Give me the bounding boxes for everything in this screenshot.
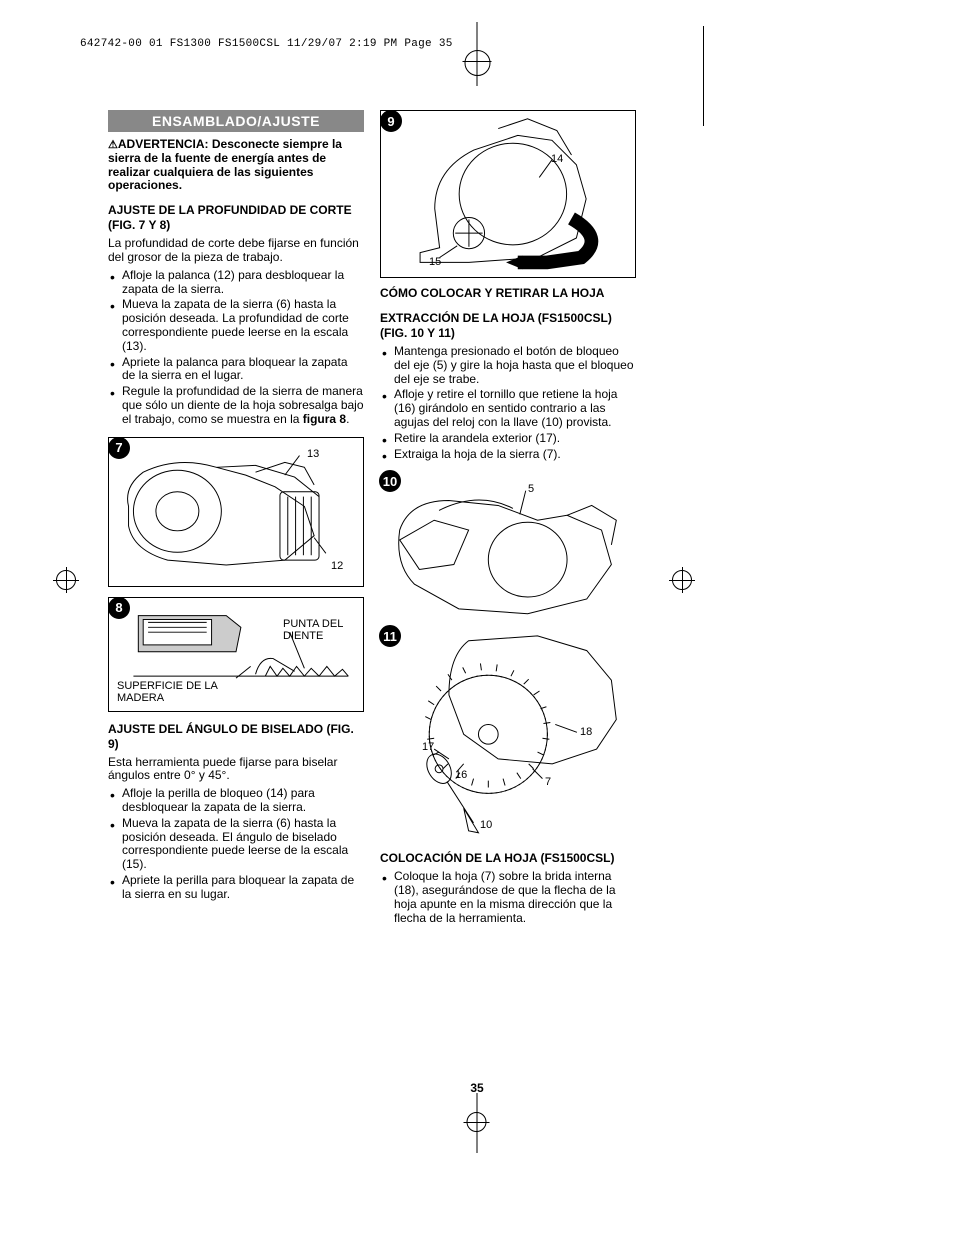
figure-11-illustration bbox=[380, 626, 636, 838]
figure-9-illustration bbox=[381, 111, 635, 275]
list-item: Mantenga presionado el botón de bloqueo … bbox=[394, 345, 636, 386]
list-item: Regule la profundidad de la sierra de ma… bbox=[122, 385, 364, 426]
list-item: Mueva la zapata de la sierra (6) hasta l… bbox=[122, 817, 364, 872]
figure-number: 8 bbox=[108, 597, 130, 619]
list-item: Afloje la perilla de bloqueo (14) para d… bbox=[122, 787, 364, 815]
heading-blade-install: COLOCACIÓN DE LA HOJA (FS1500CSL) bbox=[380, 851, 636, 866]
heading-blade-title: CÓMO COLOCAR Y RETIRAR LA HOJA bbox=[380, 286, 636, 301]
callout-16: 16 bbox=[455, 769, 467, 781]
figure-8: 8 PUNTA DEL DIENTE bbox=[108, 597, 364, 712]
list-item: Mueva la zapata de la sierra (6) hasta l… bbox=[122, 298, 364, 353]
bevel-steps: Afloje la perilla de bloqueo (14) para d… bbox=[108, 787, 364, 901]
section-title: ENSAMBLADO/AJUSTE bbox=[108, 110, 364, 132]
callout-10: 10 bbox=[480, 819, 492, 831]
figure-11: 11 bbox=[380, 626, 636, 841]
page-number: 35 bbox=[470, 1081, 483, 1095]
crop-mark-top bbox=[477, 22, 478, 86]
warning-icon: ⚠ bbox=[108, 139, 118, 151]
right-column: 9 14 15 bbox=[380, 110, 636, 928]
crop-mark-right bbox=[703, 26, 704, 126]
callout-15: 15 bbox=[429, 256, 441, 268]
callout-7: 7 bbox=[545, 776, 551, 788]
callout-14: 14 bbox=[551, 153, 563, 165]
heading-blade-remove: EXTRACCIÓN DE LA HOJA (FS1500CSL) (FIG. … bbox=[380, 311, 636, 341]
list-item: Afloje la palanca (12) para desbloquear … bbox=[122, 269, 364, 297]
blade-remove-steps: Mantenga presionado el botón de bloqueo … bbox=[380, 345, 636, 461]
crop-mark-bottom bbox=[477, 1093, 478, 1153]
list-item: Afloje y retire el tornillo que retiene … bbox=[394, 388, 636, 429]
print-header: 642742-00 01 FS1300 FS1500CSL 11/29/07 2… bbox=[80, 38, 453, 50]
list-item: Apriete la perilla para bloquear la zapa… bbox=[122, 874, 364, 902]
figure-10-illustration bbox=[380, 471, 636, 624]
callout-13: 13 bbox=[307, 448, 319, 460]
left-column: ENSAMBLADO/AJUSTE ⚠ADVERTENCIA: Desconec… bbox=[108, 110, 364, 928]
registration-mark-right bbox=[669, 567, 695, 593]
depth-steps: Afloje la palanca (12) para desbloquear … bbox=[108, 269, 364, 427]
figure-9: 9 14 15 bbox=[380, 110, 636, 278]
registration-mark-left bbox=[53, 567, 79, 593]
warning-block: ⚠ADVERTENCIA: Desconecte siempre la sier… bbox=[108, 138, 364, 193]
callout-18: 18 bbox=[580, 726, 592, 738]
label-punta-diente: PUNTA DEL DIENTE bbox=[283, 618, 353, 642]
heading-bevel: AJUSTE DEL ÁNGULO DE BISELADO (FIG. 9) bbox=[108, 722, 364, 752]
warning-label: ADVERTENCIA: bbox=[118, 137, 209, 151]
figure-7: 7 bbox=[108, 437, 364, 587]
callout-5: 5 bbox=[528, 483, 534, 495]
figure-10: 10 5 bbox=[380, 471, 636, 626]
label-superficie: SUPERFICIE DE LA MADERA bbox=[117, 680, 227, 704]
list-item: Retire la arandela exterior (17). bbox=[394, 432, 636, 446]
callout-17: 17 bbox=[422, 741, 434, 753]
callout-12: 12 bbox=[331, 560, 343, 572]
page-content: ENSAMBLADO/AJUSTE ⚠ADVERTENCIA: Desconec… bbox=[108, 110, 636, 928]
heading-depth-adjust: AJUSTE DE LA PROFUNDIDAD DE CORTE (FIG. … bbox=[108, 203, 364, 233]
list-item: Coloque la hoja (7) sobre la brida inter… bbox=[394, 870, 636, 925]
list-item: Apriete la palanca para bloquear la zapa… bbox=[122, 356, 364, 384]
figure-number: 9 bbox=[380, 110, 402, 132]
blade-install-steps: Coloque la hoja (7) sobre la brida inter… bbox=[380, 870, 636, 925]
bevel-intro: Esta herramienta puede fijarse para bise… bbox=[108, 756, 364, 784]
depth-intro: La profundidad de corte debe fijarse en … bbox=[108, 237, 364, 265]
list-item: Extraiga la hoja de la sierra (7). bbox=[394, 448, 636, 462]
figure-7-illustration bbox=[109, 438, 363, 585]
figure-number: 7 bbox=[108, 437, 130, 459]
